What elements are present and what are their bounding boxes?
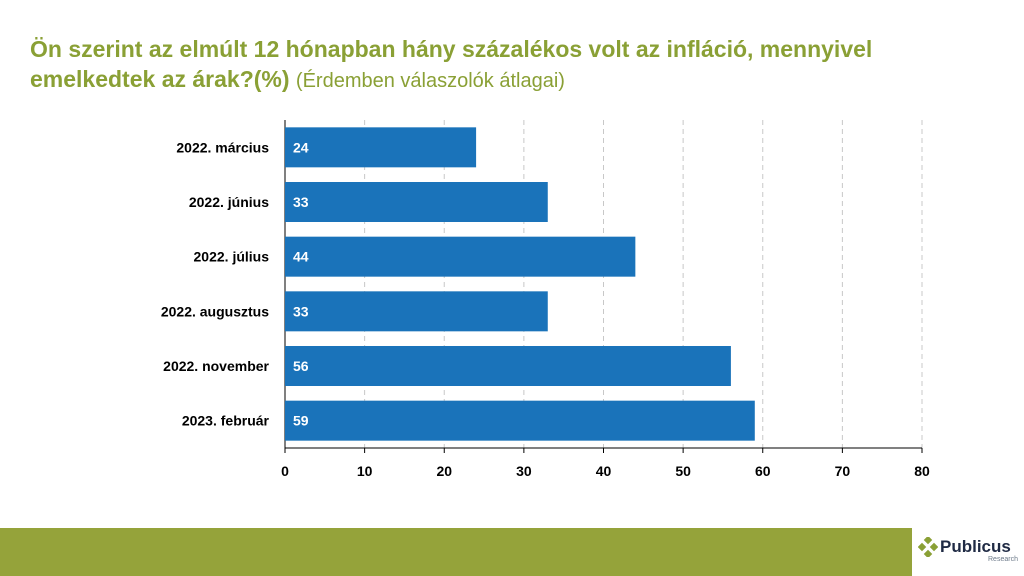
bar-value-label: 33 — [293, 303, 309, 319]
category-label: 2022. november — [163, 358, 269, 374]
bar-value-label: 33 — [293, 194, 309, 210]
x-tick-label: 80 — [914, 463, 930, 479]
bar — [285, 127, 477, 168]
x-tick-label: 30 — [516, 463, 532, 479]
x-tick-label: 10 — [357, 463, 373, 479]
publicus-logo: Publicus Research — [918, 534, 1022, 574]
bar-value-label: 24 — [293, 139, 309, 155]
logo-diamond-icon — [918, 537, 938, 557]
bar — [285, 291, 548, 332]
chart-subtitle: (Érdemben válaszolók átlagai) — [295, 70, 565, 92]
x-tick-label: 70 — [835, 463, 851, 479]
category-label: 2022. március — [176, 139, 269, 155]
footer-bar — [0, 528, 912, 576]
x-tick-label: 20 — [436, 463, 452, 479]
logo-tagline: Research — [988, 556, 1018, 563]
category-label: 2022. augusztus — [161, 303, 269, 319]
bar — [285, 346, 731, 386]
x-tick-label: 40 — [596, 463, 612, 479]
category-label: 2022. július — [194, 249, 270, 265]
bar-value-label: 59 — [293, 413, 309, 429]
category-label: 2022. június — [189, 194, 269, 210]
chart-title: Ön szerint az elmúlt 12 hónapban hány sz… — [30, 34, 990, 96]
x-tick-label: 50 — [675, 463, 691, 479]
bar-value-label: 44 — [293, 249, 309, 265]
bar — [285, 182, 548, 222]
bar — [285, 400, 755, 441]
bar-value-label: 56 — [293, 358, 309, 374]
x-tick-label: 60 — [755, 463, 771, 479]
chart-title-main: Ön szerint az elmúlt 12 hónapban hány sz… — [30, 36, 873, 92]
bar — [285, 236, 636, 277]
logo-name: Publicus — [940, 537, 1011, 556]
x-tick-label: 0 — [281, 463, 289, 479]
category-label: 2023. február — [182, 413, 270, 429]
